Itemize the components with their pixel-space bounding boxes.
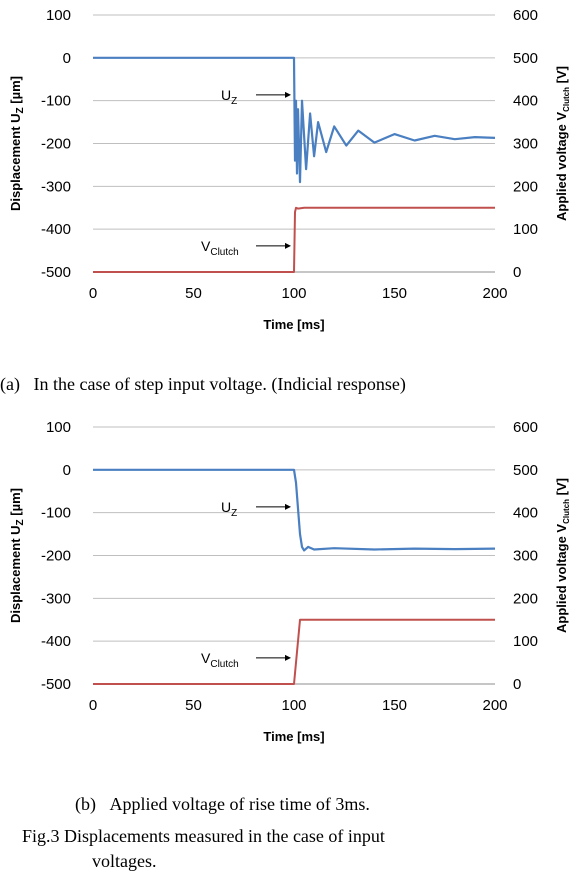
y-right-tick-label: 0 bbox=[513, 676, 521, 693]
annotation-u-z: UZ bbox=[221, 499, 237, 519]
y-right-title-main: Applied voltage V bbox=[554, 524, 569, 633]
y-right-title-unit: [V] bbox=[554, 478, 569, 499]
annotation-arrow-head bbox=[285, 654, 291, 661]
figure-caption-line1: Fig.3 Displacements measured in the case… bbox=[22, 826, 385, 846]
y-left-tick-label: 100 bbox=[46, 7, 71, 24]
y-left-title-main: Displacement U bbox=[8, 525, 23, 623]
y-left-tick-label: -500 bbox=[41, 676, 71, 693]
y-right-tick-label: 300 bbox=[513, 548, 538, 565]
annotation-arrow-head bbox=[285, 91, 291, 98]
y-right-tick-label: 500 bbox=[513, 462, 538, 479]
annotation-sub: Z bbox=[231, 508, 237, 519]
y-left-tick-label: -400 bbox=[41, 221, 71, 238]
y-right-tick-label: 400 bbox=[513, 93, 538, 110]
y-right-tick-label: 0 bbox=[513, 264, 521, 281]
y-left-tick-label: -400 bbox=[41, 633, 71, 650]
x-tick-label: 200 bbox=[482, 285, 507, 302]
caption-a: (a) In the case of step input voltage. (… bbox=[0, 374, 406, 394]
y-right-tick-label: 100 bbox=[513, 221, 538, 238]
y-left-axis-title: Displacement UZ [µm] bbox=[8, 76, 26, 211]
y-right-axis-title: Applied voltage VClutch [V] bbox=[554, 66, 571, 221]
annotation-main: V bbox=[201, 238, 211, 254]
y-right-title-unit: [V] bbox=[554, 66, 569, 87]
y-right-title-main: Applied voltage V bbox=[554, 112, 569, 221]
caption-b: (b) Applied voltage of rise time of 3ms. bbox=[75, 794, 370, 814]
y-right-tick-label: 100 bbox=[513, 633, 538, 650]
figure-caption-line2: voltages. bbox=[92, 851, 157, 871]
y-right-title-sub: Clutch bbox=[562, 87, 571, 112]
x-tick-label: 50 bbox=[185, 697, 202, 714]
x-axis-title: Time [ms] bbox=[263, 317, 324, 332]
y-left-title-sub: Z bbox=[15, 107, 26, 113]
y-left-axis-title: Displacement UZ [µm] bbox=[8, 488, 26, 623]
x-tick-label: 200 bbox=[482, 697, 507, 714]
y-left-tick-label: -300 bbox=[41, 590, 71, 607]
y-left-tick-label: 100 bbox=[46, 419, 71, 436]
y-right-tick-label: 600 bbox=[513, 7, 538, 24]
y-right-axis-title: Applied voltage VClutch [V] bbox=[554, 478, 571, 633]
series-line-u-z bbox=[93, 56, 495, 184]
y-left-tick-label: 0 bbox=[63, 50, 71, 67]
x-tick-label: 100 bbox=[281, 285, 306, 302]
chart-a: 1000-100-200-300-400-5006005004003002001… bbox=[8, 7, 571, 332]
y-left-tick-label: -200 bbox=[41, 136, 71, 153]
y-left-tick-label: 0 bbox=[63, 462, 71, 479]
series-line-v-clutch bbox=[93, 206, 495, 273]
y-left-tick-label: -200 bbox=[41, 548, 71, 565]
annotation-arrow-head bbox=[285, 242, 291, 249]
y-left-title-main: Displacement U bbox=[8, 113, 23, 211]
annotation-sub: Clutch bbox=[210, 247, 238, 258]
annotation-main: V bbox=[201, 650, 211, 666]
series-line-u-z bbox=[93, 468, 495, 552]
annotation-v-clutch: VClutch bbox=[201, 650, 239, 670]
annotation-arrow-head bbox=[285, 503, 291, 510]
y-left-tick-label: -300 bbox=[41, 178, 71, 195]
y-left-title-sub: Z bbox=[15, 519, 26, 525]
y-right-tick-label: 200 bbox=[513, 590, 538, 607]
x-tick-label: 100 bbox=[281, 697, 306, 714]
x-tick-label: 0 bbox=[89, 697, 97, 714]
y-left-title-unit: [µm] bbox=[8, 488, 23, 519]
y-right-tick-label: 300 bbox=[513, 136, 538, 153]
annotation-v-clutch: VClutch bbox=[201, 238, 239, 258]
x-tick-label: 50 bbox=[185, 285, 202, 302]
y-right-tick-label: 200 bbox=[513, 178, 538, 195]
series-line-v-clutch bbox=[93, 618, 495, 685]
y-right-tick-label: 400 bbox=[513, 505, 538, 522]
annotation-sub: Z bbox=[231, 96, 237, 107]
x-tick-label: 150 bbox=[382, 285, 407, 302]
annotation-main: U bbox=[221, 499, 231, 515]
x-axis-title: Time [ms] bbox=[263, 729, 324, 744]
x-tick-label: 0 bbox=[89, 285, 97, 302]
y-right-title-sub: Clutch bbox=[562, 499, 571, 524]
x-tick-label: 150 bbox=[382, 697, 407, 714]
y-right-tick-label: 500 bbox=[513, 50, 538, 67]
y-left-tick-label: -100 bbox=[41, 505, 71, 522]
y-right-tick-label: 600 bbox=[513, 419, 538, 436]
annotation-sub: Clutch bbox=[210, 659, 238, 670]
y-left-tick-label: -500 bbox=[41, 264, 71, 281]
y-left-title-unit: [µm] bbox=[8, 76, 23, 107]
annotation-main: U bbox=[221, 87, 231, 103]
y-left-tick-label: -100 bbox=[41, 93, 71, 110]
annotation-u-z: UZ bbox=[221, 87, 237, 107]
chart-b: 1000-100-200-300-400-5006005004003002001… bbox=[8, 419, 571, 744]
